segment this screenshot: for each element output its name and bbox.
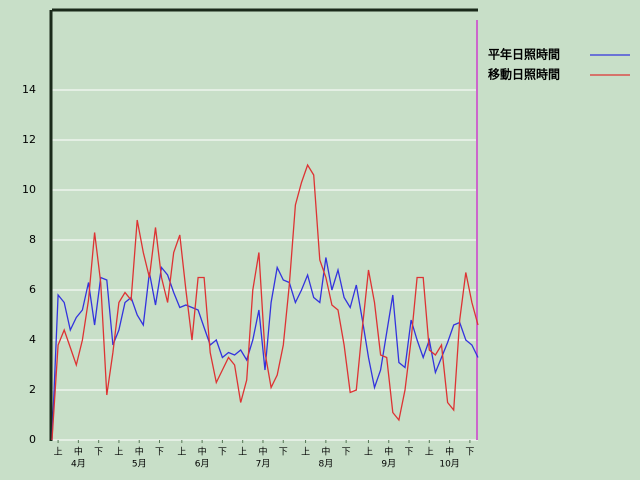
x-tick-label: 下 xyxy=(155,448,164,458)
labels: 02468101214上中下上中下上中下上中下上中下上中下上中下4月 5月 6月 7月… xyxy=(22,47,630,470)
month-label: 4月 xyxy=(71,459,86,470)
x-tick-label: 下 xyxy=(218,448,227,458)
x-tick-label: 上 xyxy=(364,447,373,458)
x-tick-label: 下 xyxy=(279,448,288,458)
x-tick-label: 上 xyxy=(301,447,310,458)
y-tick-label: 6 xyxy=(29,283,36,296)
month-label: 5月 xyxy=(132,459,147,470)
series-line xyxy=(51,163,479,441)
x-tick-label: 下 xyxy=(465,448,474,458)
month-label: 7月 xyxy=(256,459,271,470)
x-tick-label: 中 xyxy=(321,446,330,458)
month-label: 6月 xyxy=(195,459,210,470)
grid xyxy=(52,89,478,443)
lines xyxy=(51,163,479,441)
y-tick-label: 12 xyxy=(22,133,36,146)
y-tick-label: 10 xyxy=(22,183,36,196)
month-label: 10月 xyxy=(439,459,459,470)
x-tick-label: 上 xyxy=(54,447,63,458)
x-tick-label: 中 xyxy=(198,446,207,458)
x-tick-label: 上 xyxy=(177,447,186,458)
x-tick-label: 中 xyxy=(258,446,267,458)
y-tick-label: 2 xyxy=(29,383,36,396)
month-label: 8月 xyxy=(318,459,333,470)
x-tick-label: 上 xyxy=(425,447,434,458)
x-tick-label: 上 xyxy=(114,447,123,458)
x-tick-label: 中 xyxy=(384,446,393,458)
x-tick-label: 中 xyxy=(445,446,454,458)
x-tick-label: 中 xyxy=(74,446,83,458)
y-tick-label: 14 xyxy=(22,83,36,96)
x-tick-label: 下 xyxy=(342,448,351,458)
x-tick-label: 下 xyxy=(405,448,414,458)
month-label: 9月 xyxy=(381,459,396,470)
legend-label: 移動日照時間 xyxy=(488,67,560,82)
y-tick-label: 4 xyxy=(29,333,36,346)
x-tick-label: 中 xyxy=(135,446,144,458)
y-tick-label: 0 xyxy=(29,433,36,446)
y-tick-label: 8 xyxy=(29,233,36,246)
series-line xyxy=(51,257,479,441)
x-tick-label: 下 xyxy=(94,448,103,458)
legend-label: 平年日照時間 xyxy=(488,47,560,62)
x-tick-label: 上 xyxy=(238,447,247,458)
